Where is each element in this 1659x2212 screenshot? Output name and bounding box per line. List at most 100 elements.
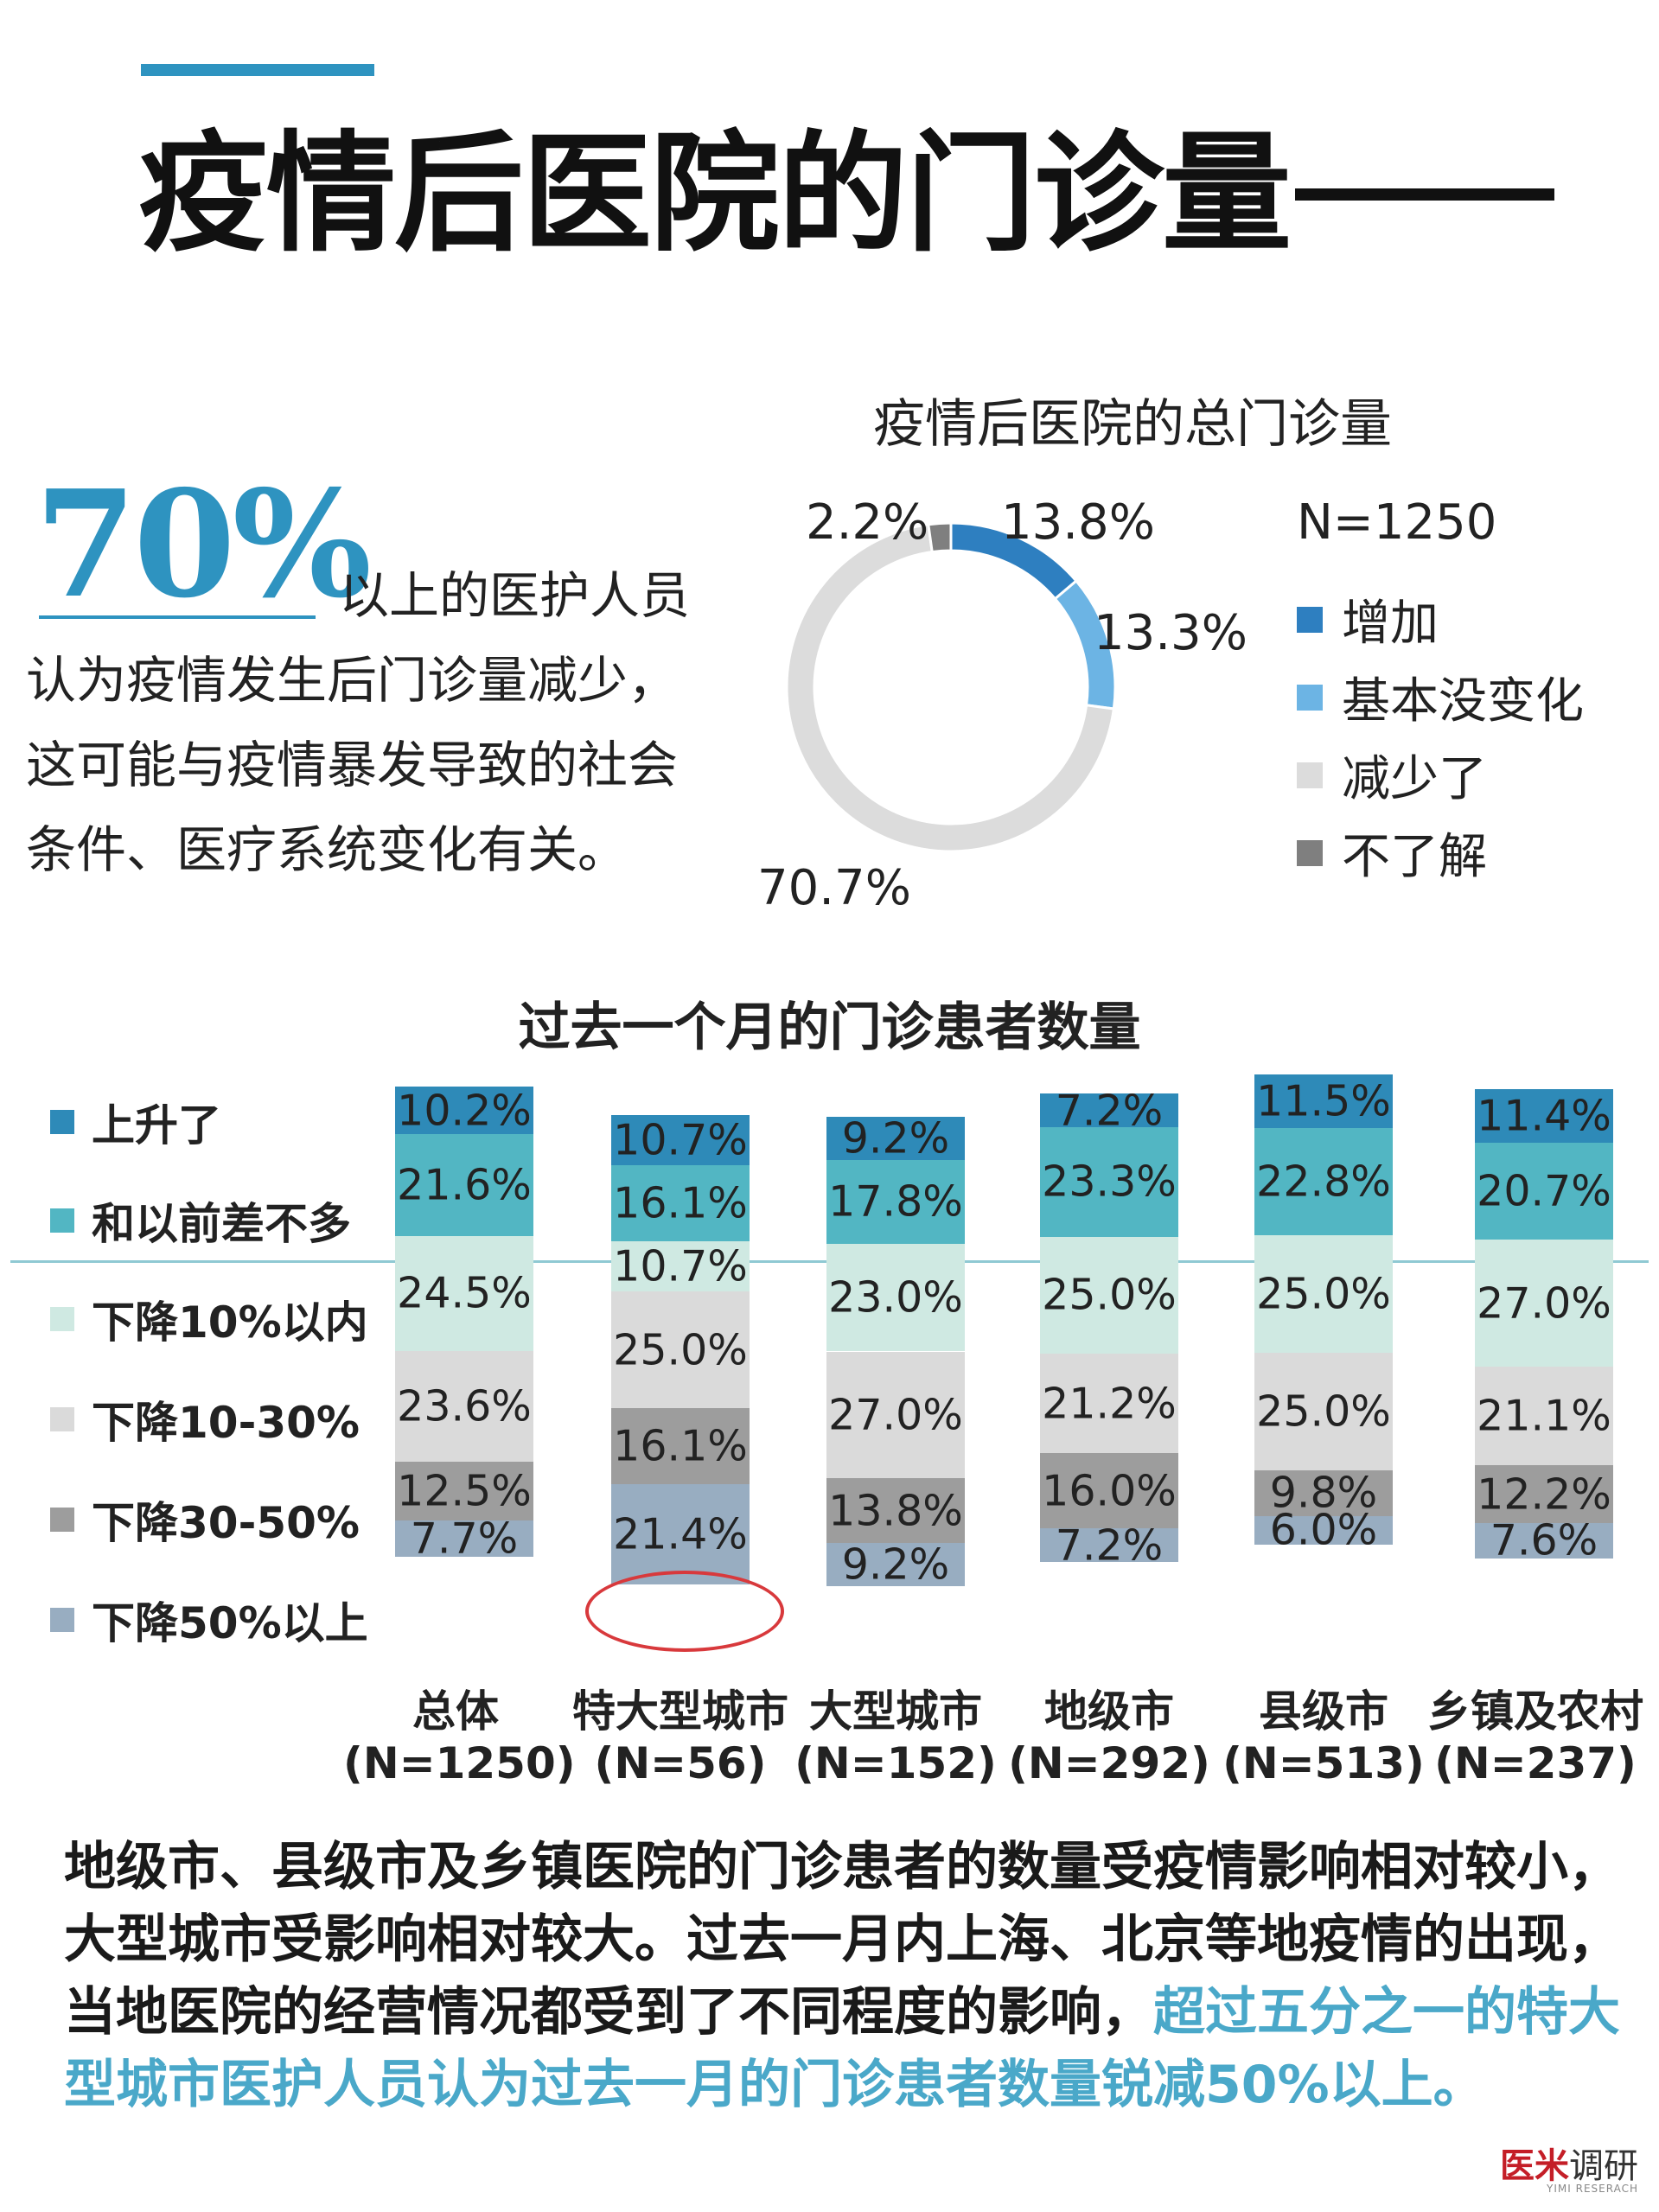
bar-segment — [826, 1117, 965, 1160]
donut-slice — [785, 523, 1116, 853]
bar-segment — [1475, 1142, 1613, 1240]
category-label: 总体 (N=1250) — [343, 1686, 576, 1788]
bar-value-label: 16.1% — [613, 1421, 748, 1471]
title-dash — [1295, 188, 1555, 201]
bar-value-label: 12.2% — [1477, 1469, 1611, 1520]
legend-label: 和以前差不多 — [92, 1199, 351, 1249]
bar-segment — [1475, 1366, 1613, 1466]
bar-segment — [826, 1243, 965, 1352]
accent-bar — [141, 64, 374, 76]
bar-segment — [611, 1240, 750, 1291]
bar-value-label: 11.5% — [1256, 1076, 1391, 1126]
donut-title: 疫情后医院的总门诊量 — [873, 394, 1392, 455]
bar-segment — [1254, 1128, 1393, 1236]
bar-value-label: 25.0% — [1256, 1386, 1391, 1437]
conclusion-plain: 地级市、县级市及乡镇医院的门诊患者的数量受疫情影响相对较小，大型城市受影响相对较… — [64, 1837, 1620, 2043]
summary-line-1: 以上的医护人员 — [339, 566, 691, 625]
legend-swatch — [50, 1608, 74, 1632]
legend-swatch — [50, 1508, 74, 1532]
bar-segment — [1040, 1354, 1178, 1454]
brand-logo: 医米调研 YIMI RESERACH — [1500, 2138, 1638, 2195]
bar-segment — [1040, 1528, 1178, 1563]
bar-value-label: 27.0% — [828, 1390, 963, 1440]
legend-label: 下降50%以上 — [92, 1598, 368, 1648]
bar-segment — [826, 1478, 965, 1544]
donut-value-label: 2.2% — [806, 494, 929, 551]
legend-label: 减少了 — [1342, 751, 1487, 807]
highlight-underline — [39, 615, 316, 619]
legend-label: 下降10-30% — [92, 1398, 361, 1448]
bar-value-label: 16.1% — [613, 1178, 748, 1228]
bar-legend-item: 下降10%以内 — [50, 1288, 368, 1350]
summary-line-3: 这可能与疫情暴发导致的社会 — [26, 736, 679, 794]
bar-value-label: 10.7% — [613, 1115, 748, 1165]
legend-label: 不了解 — [1342, 829, 1487, 885]
bar-value-label: 24.5% — [397, 1268, 532, 1318]
bar-value-label: 6.0% — [1269, 1505, 1378, 1555]
bar-value-label: 9.2% — [841, 1539, 950, 1590]
legend-swatch — [50, 1208, 74, 1233]
legend-label: 下降30-50% — [92, 1498, 361, 1548]
bar-value-label: 10.2% — [397, 1086, 532, 1136]
bar-segment — [1040, 1453, 1178, 1529]
bar-value-label: 25.0% — [1256, 1269, 1391, 1319]
legend-label: 增加 — [1342, 596, 1439, 652]
bar-value-label: 10.7% — [613, 1241, 748, 1291]
bar-segment — [1475, 1465, 1613, 1523]
bar-value-label: 21.2% — [1042, 1379, 1177, 1429]
bar-legend-item: 下降30-50% — [50, 1488, 360, 1551]
highlight-percent: 70% — [35, 458, 372, 631]
bar-segment — [1040, 1127, 1178, 1237]
bar-segment — [395, 1134, 533, 1236]
brand-subtitle: YIMI RESERACH — [1547, 2183, 1638, 2195]
bar-segment — [611, 1115, 750, 1166]
brand-name-b: 调研 — [1569, 2146, 1638, 2186]
bar-segment — [611, 1291, 750, 1409]
bar-segment — [395, 1520, 533, 1557]
bar-segment — [1040, 1236, 1178, 1355]
bar-segment — [826, 1543, 965, 1586]
bar-segment — [395, 1350, 533, 1462]
bar-value-label: 21.4% — [613, 1509, 748, 1559]
legend-label: 下降10%以内 — [92, 1297, 368, 1348]
bar-value-label: 7.6% — [1490, 1515, 1598, 1565]
bar-value-label: 9.2% — [841, 1113, 950, 1163]
legend-label: 基本没变化 — [1342, 673, 1584, 730]
bar-segment — [1254, 1515, 1393, 1545]
brand-name-a: 医米 — [1500, 2145, 1569, 2186]
bar-segment — [611, 1408, 750, 1484]
bar-segment — [826, 1351, 965, 1479]
donut-value-label: 13.8% — [1001, 494, 1155, 551]
legend-swatch — [50, 1307, 74, 1331]
bar-value-label: 7.2% — [1055, 1086, 1164, 1136]
legend-swatch — [50, 1110, 74, 1134]
bar-segment — [395, 1461, 533, 1520]
bar-value-label: 20.7% — [1477, 1166, 1611, 1216]
bar-value-label: 25.0% — [613, 1325, 748, 1374]
donut-value-label: 13.3% — [1094, 605, 1247, 661]
category-label: 县级市 (N=513) — [1222, 1686, 1425, 1788]
category-label: 地级市 (N=292) — [1008, 1686, 1210, 1788]
bar-segment — [395, 1235, 533, 1351]
bar-value-label: 9.8% — [1269, 1468, 1378, 1518]
donut-legend-item: 基本没变化 — [1297, 662, 1584, 732]
bar-segment — [1475, 1089, 1613, 1143]
highlight-ring — [585, 1571, 784, 1652]
bar-value-label: 11.4% — [1477, 1091, 1611, 1141]
bar-segment — [826, 1159, 965, 1244]
conclusion-text: 地级市、县级市及乡镇医院的门诊患者的数量受疫情影响相对较小，大型城市受影响相对较… — [64, 1831, 1646, 2121]
legend-label: 上升了 — [92, 1100, 221, 1151]
legend-swatch — [1297, 606, 1323, 633]
bar-value-label: 7.2% — [1055, 1520, 1164, 1571]
bar-segment — [1254, 1235, 1393, 1353]
legend-swatch — [1297, 684, 1323, 711]
bar-value-label: 22.8% — [1256, 1157, 1391, 1207]
bar-segment — [1475, 1240, 1613, 1367]
bar-value-label: 13.8% — [828, 1486, 963, 1536]
bar-value-label: 23.0% — [828, 1272, 963, 1323]
bar-segment — [1254, 1469, 1393, 1516]
summary-line-4: 条件、医疗系统变化有关。 — [26, 820, 629, 879]
bar-segment — [1254, 1352, 1393, 1470]
bar-value-label: 21.6% — [397, 1160, 532, 1210]
bar-value-label: 17.8% — [828, 1176, 963, 1227]
